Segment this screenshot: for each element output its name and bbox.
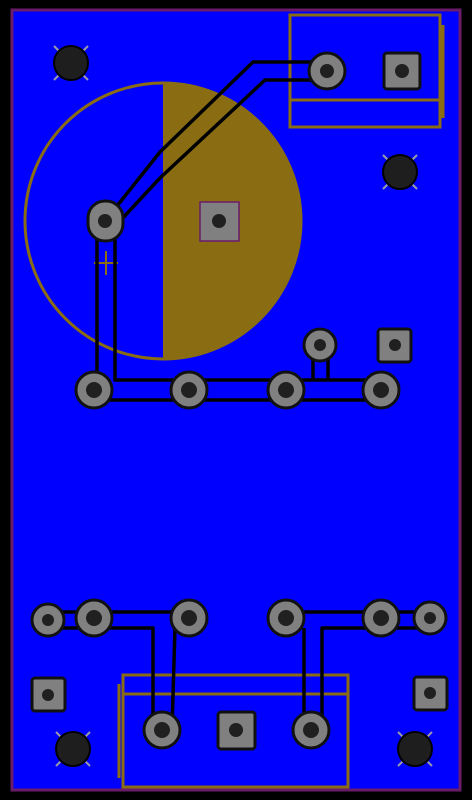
capacitor-pad-round: [86, 199, 125, 243]
capacitor-pad-square: [199, 201, 240, 242]
pad-row-lower: [30, 598, 448, 638]
top-connector-silkscreen: [288, 13, 445, 129]
pads: [30, 51, 449, 751]
small-pad-round: [302, 327, 338, 363]
side-pad-square-right: [412, 675, 449, 712]
side-pad-square-left: [30, 676, 67, 713]
small-pad-square: [376, 327, 413, 364]
trace: [158, 60, 327, 154]
mounting-hole: [55, 731, 91, 767]
pad-row-upper: [74, 370, 401, 410]
mounting-hole: [382, 154, 418, 190]
bottom-connector-silkscreen: [117, 673, 350, 789]
connector-pad-square: [382, 51, 422, 91]
trace: [158, 78, 327, 180]
trace: [118, 176, 162, 223]
mounting-holes: [53, 45, 433, 767]
mounting-hole: [397, 731, 433, 767]
bottom-connector-pads: [142, 710, 331, 751]
mounting-hole: [53, 45, 89, 81]
trace: [170, 627, 177, 731]
connector-pad-round: [307, 51, 347, 91]
